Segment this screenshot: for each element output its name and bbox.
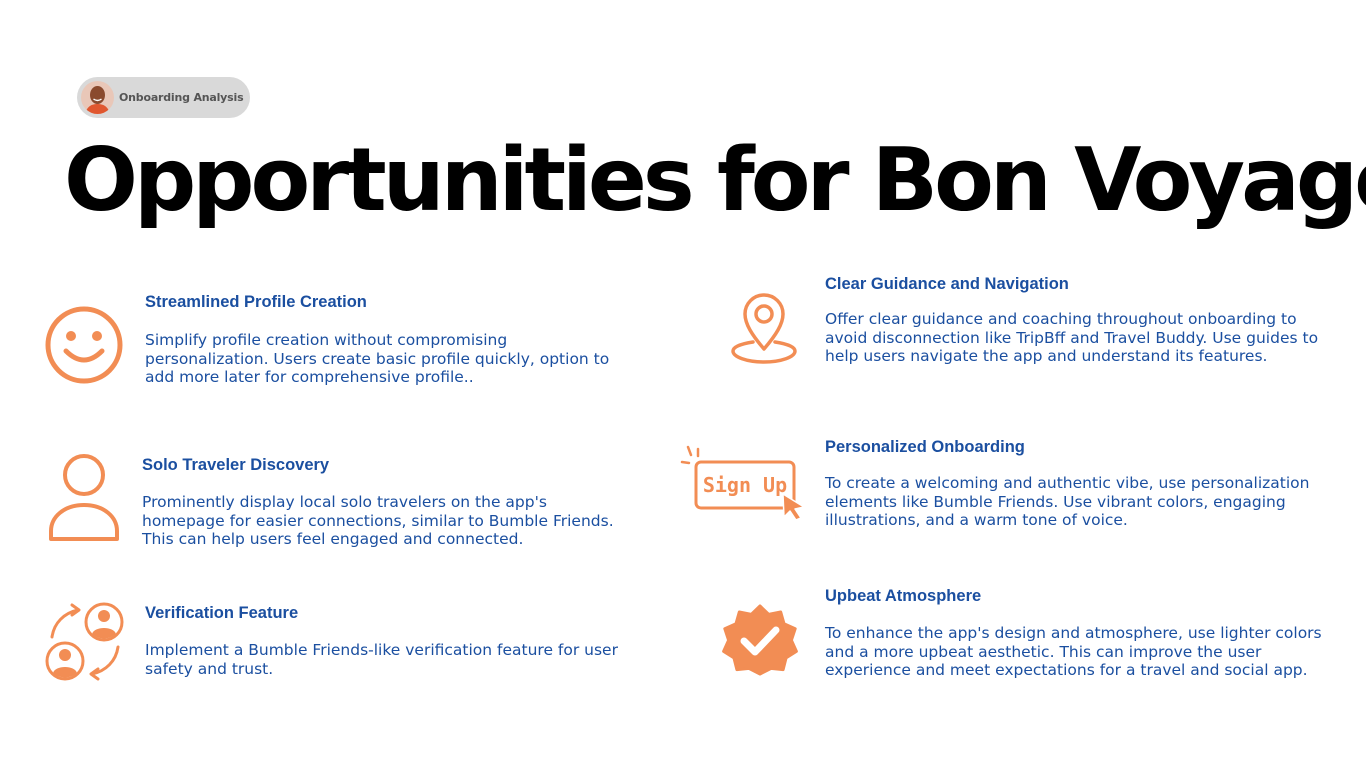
- item-text-personalized: To create a welcoming and authentic vibe…: [825, 474, 1310, 529]
- sign-up-label: Sign Up: [703, 473, 787, 497]
- item-heading-solo-traveler: Solo Traveler Discovery: [142, 456, 330, 474]
- onboarding-analysis-badge: Onboarding Analysis: [77, 77, 250, 118]
- page-title: Opportunities for Bon Voyage: [64, 129, 1366, 231]
- badge-label: Onboarding Analysis: [119, 91, 244, 104]
- item-text-solo-traveler: Prominently display local solo travelers…: [142, 493, 614, 548]
- item-heading-profile-creation: Streamlined Profile Creation: [145, 293, 367, 311]
- user-exchange-icon: [45, 602, 124, 681]
- location-pin-icon: [731, 293, 797, 364]
- item-heading-verification: Verification Feature: [145, 604, 299, 622]
- avatar: [81, 81, 114, 114]
- verified-badge-icon: [722, 604, 798, 676]
- item-text-upbeat: To enhance the app's design and atmosphe…: [825, 624, 1322, 679]
- item-text-guidance: Offer clear guidance and coaching throug…: [825, 310, 1319, 365]
- item-text-verification: Implement a Bumble Friends-like verifica…: [145, 641, 618, 678]
- item-heading-guidance: Clear Guidance and Navigation: [825, 275, 1069, 293]
- item-heading-upbeat: Upbeat Atmosphere: [825, 587, 982, 605]
- item-heading-personalized: Personalized Onboarding: [825, 438, 1025, 456]
- sign-up-button-icon: Sign Up: [680, 445, 805, 520]
- item-text-profile-creation: Simplify profile creation without compro…: [145, 331, 610, 386]
- smiley-face-icon: [45, 306, 123, 384]
- user-profile-icon: [49, 454, 119, 541]
